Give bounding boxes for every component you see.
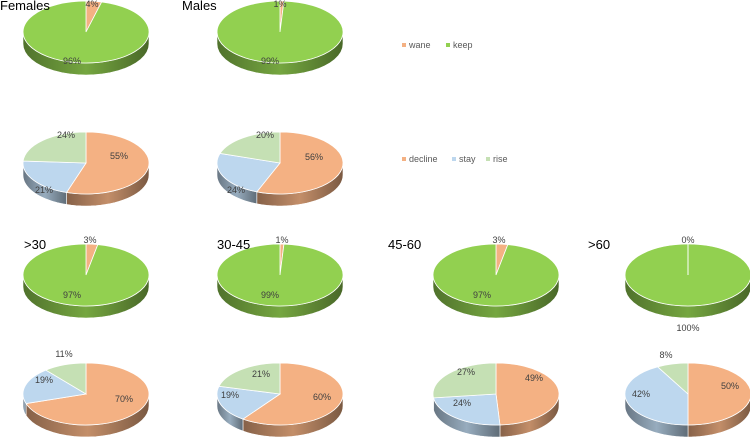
data-label-decline: 55% [110,151,128,161]
pie-chart-3: 55% 21% 24% [22,130,150,207]
pie-chart-8: >60 0% 100% [588,235,750,333]
pie-slice-decline [242,362,344,426]
data-label-wane: 1% [275,235,288,245]
legend-2: decline stay rise [402,154,508,164]
chart-title: >60 [588,237,610,252]
pie-slice-decline [687,362,750,426]
data-label-rise: 20% [256,130,274,140]
pie-slice-keep [432,243,560,307]
pie-slice-stay [22,160,87,193]
data-label-rise: 27% [457,367,475,377]
data-label-stay: 42% [632,389,650,399]
legend-label-stay: stay [459,154,476,164]
pie-chart-7: 45-60 3% 97% [388,235,560,319]
pie-slice-decline [495,362,560,426]
data-label-decline: 56% [305,152,323,162]
pie-slice-rise [219,131,281,164]
legend-swatch-keep [446,43,450,47]
pie-slice-keep [22,0,150,64]
legend-label-rise: rise [493,154,508,164]
legend-label-decline: decline [409,154,438,164]
pie-slice-keep [216,243,344,307]
pie-chart-1: Females 4% 96% [0,0,150,76]
data-label-stay: 19% [35,375,53,385]
data-label-rise: 8% [659,350,672,360]
pie-slice-keep [22,243,150,307]
data-label-stay: 24% [453,398,471,408]
data-label-keep: 97% [473,290,491,300]
chart-title: 45-60 [388,237,421,252]
data-label-wane: 4% [85,0,98,9]
data-label-keep: 99% [261,56,279,66]
legend-label-wane: wane [408,40,431,50]
data-label-wane: 1% [273,0,286,9]
pie-slice-keep [216,0,344,64]
data-label-stay: 21% [35,185,53,195]
pie-chart-6: 30-45 1% 99% [216,235,344,319]
chart-title: >30 [24,237,46,252]
legend-swatch-decline [402,157,406,161]
pie-slice-decline [65,131,150,195]
pie-slice-rise [218,362,281,395]
data-label-wane: 3% [83,235,96,245]
pie-chart-12: 50% 42% 8% [624,350,750,438]
pie-slice-stay [624,366,689,426]
pie-slice-decline [25,362,150,426]
pie-slice-decline [256,131,344,195]
pie-slice-stay [216,385,282,420]
data-label-wane: 3% [492,235,505,245]
legend-swatch-wane [402,43,406,47]
pie-chart-10: 60% 19% 21% [216,362,344,438]
data-label-wane: 0% [681,235,694,245]
pie-slice-stay [22,369,88,405]
pie-slice-rise [44,362,87,395]
pie-slice-rise [22,131,87,164]
data-label-keep: 97% [63,290,81,300]
data-label-decline: 70% [115,394,133,404]
chart-title: Females [0,0,50,13]
data-label-decline: 50% [721,381,739,391]
data-label-keep: 100% [676,323,699,333]
pie-slice-stay [432,393,501,426]
pie-chart-9: 70% 19% 11% [22,349,150,438]
data-label-decline: 60% [313,392,331,402]
pie-slice-rise [656,362,689,395]
pie-chart-2: Males 1% 99% [182,0,344,76]
legend-label-keep: keep [453,40,473,50]
data-label-keep: 96% [63,56,81,66]
pie-chart-5: >30 3% 97% [22,235,150,319]
pie-slice-stay [216,152,281,193]
pie-slice-rise [432,362,497,399]
pie-chart-11: 49% 24% 27% [432,362,560,438]
data-label-stay: 19% [221,390,239,400]
chart-title: 30-45 [217,237,250,252]
data-label-stay: 24% [227,185,245,195]
chart-title: Males [182,0,217,13]
data-label-keep: 99% [261,290,279,300]
data-label-rise: 24% [57,130,75,140]
pie-chart-4: 56% 24% 20% [216,130,344,207]
legend-1: wane keep [402,40,473,50]
legend-swatch-rise [486,157,490,161]
data-label-decline: 49% [525,373,543,383]
data-label-rise: 21% [252,369,270,379]
legend-swatch-stay [452,157,456,161]
data-label-rise: 11% [55,349,72,359]
